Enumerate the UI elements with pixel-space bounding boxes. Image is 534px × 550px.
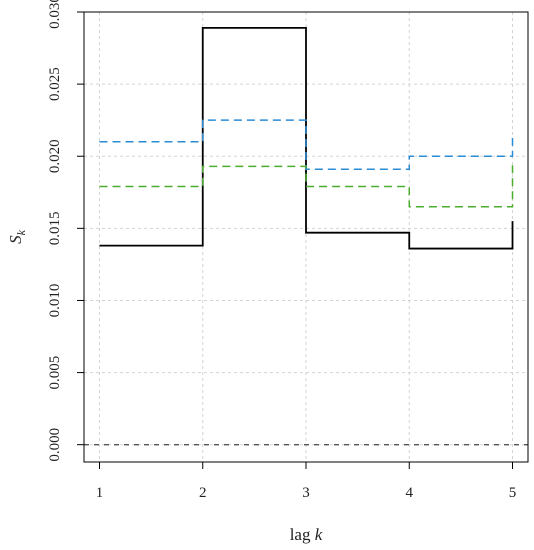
x-tick-label: 1: [96, 485, 104, 501]
x-axis: 1 2 3 4 5: [96, 461, 517, 501]
x-tick-label: 4: [406, 485, 414, 501]
y-tick-label: 0.015: [47, 211, 63, 245]
x-axis-title: lag k: [290, 525, 323, 544]
y-axis-title-subscript: k: [14, 229, 28, 235]
y-axis: 0.000 0.005 0.010 0.015 0.020 0.025 0.030: [47, 0, 84, 462]
series-layer: [99, 26, 514, 250]
series-1-line: [99, 26, 514, 250]
x-tick-label: 2: [199, 485, 207, 501]
y-tick-label: 0.000: [47, 428, 63, 462]
y-tick-label: 0.010: [47, 284, 63, 318]
y-tick-label: 0.025: [47, 67, 63, 101]
y-axis-title-symbol: S: [6, 235, 25, 244]
series-2-line: [99, 119, 514, 170]
x-axis-title-word: lag: [290, 525, 315, 544]
y-tick-label: 0.020: [47, 139, 63, 173]
x-tick-label: 5: [509, 485, 517, 501]
series-3-line: [99, 163, 514, 208]
y-tick-label: 0.030: [47, 0, 63, 29]
x-tick-label: 3: [302, 485, 310, 501]
y-tick-label: 0.005: [47, 356, 63, 390]
x-axis-title-variable: k: [315, 525, 323, 544]
y-axis-title: Sk: [6, 229, 28, 244]
